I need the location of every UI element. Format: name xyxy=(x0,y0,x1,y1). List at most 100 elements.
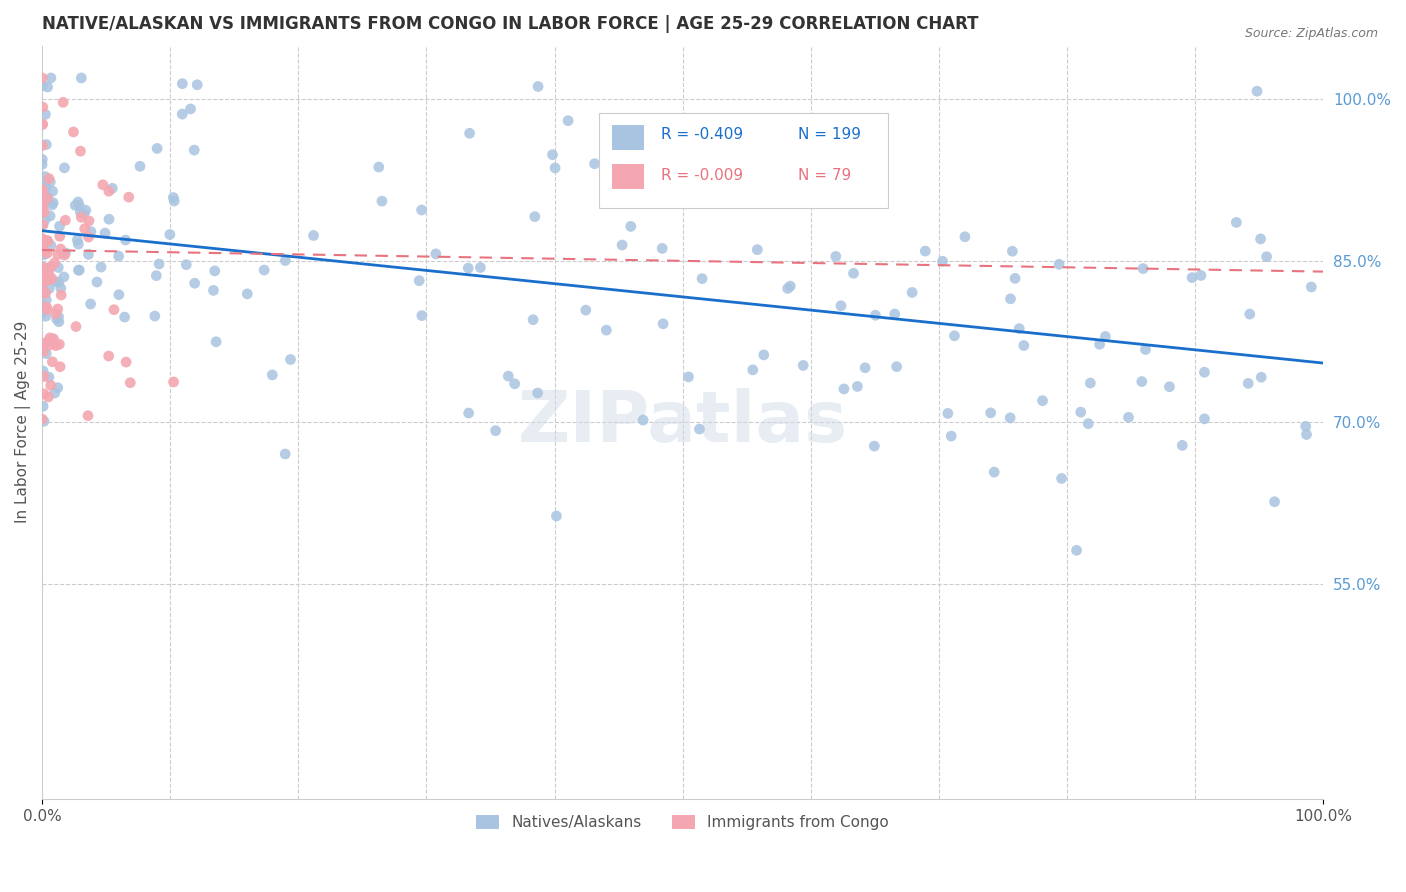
Point xyxy=(1078,376,1101,390)
Point xyxy=(80,225,103,239)
Point xyxy=(34,169,56,184)
Point xyxy=(176,258,198,272)
Point xyxy=(32,244,55,258)
Point xyxy=(302,228,325,243)
Point xyxy=(35,285,58,300)
Point xyxy=(747,243,769,257)
Point xyxy=(527,79,550,94)
Point xyxy=(31,157,53,171)
Point xyxy=(32,364,55,378)
Point xyxy=(86,275,108,289)
Text: N = 199: N = 199 xyxy=(799,127,860,142)
Point xyxy=(32,275,55,289)
Point xyxy=(983,465,1005,479)
Point xyxy=(943,328,966,343)
Point xyxy=(35,310,58,324)
Point xyxy=(98,212,121,227)
Point xyxy=(832,382,855,396)
Point xyxy=(522,312,544,326)
Point xyxy=(1189,268,1212,283)
Text: Source: ZipAtlas.com: Source: ZipAtlas.com xyxy=(1244,27,1378,40)
Point xyxy=(32,284,55,298)
Point xyxy=(1012,338,1035,352)
Point xyxy=(31,70,53,85)
Y-axis label: In Labor Force | Age 25-29: In Labor Force | Age 25-29 xyxy=(15,321,31,524)
Point xyxy=(159,227,181,242)
Point xyxy=(32,260,55,274)
Point xyxy=(62,125,84,139)
Point xyxy=(67,263,90,277)
Point xyxy=(39,260,62,274)
Point xyxy=(274,253,297,268)
Point xyxy=(48,219,70,234)
Point xyxy=(1050,471,1073,485)
Point xyxy=(162,375,184,389)
Point xyxy=(31,260,53,275)
Point xyxy=(1008,321,1031,335)
Point xyxy=(1130,375,1153,389)
Point xyxy=(35,137,58,152)
Point xyxy=(70,70,93,85)
Point xyxy=(31,234,53,248)
Point xyxy=(77,230,100,244)
Point xyxy=(35,346,58,360)
Point xyxy=(262,368,284,382)
Point xyxy=(31,412,53,426)
Point xyxy=(457,261,479,276)
Point xyxy=(42,332,65,346)
Point xyxy=(39,70,62,85)
Point xyxy=(583,157,606,171)
Point xyxy=(70,211,93,225)
Point xyxy=(503,376,526,391)
Point xyxy=(575,303,598,318)
Point xyxy=(998,410,1021,425)
Point xyxy=(65,198,87,212)
Point xyxy=(32,237,55,252)
Point xyxy=(31,306,53,320)
Point xyxy=(1066,543,1088,558)
Point xyxy=(1094,329,1116,343)
Point xyxy=(48,229,70,244)
Point xyxy=(77,214,100,228)
Point xyxy=(31,343,53,357)
Point xyxy=(146,141,169,155)
Point xyxy=(1256,250,1278,264)
Point xyxy=(31,100,53,114)
Point xyxy=(34,213,56,227)
Point xyxy=(32,218,55,232)
Point xyxy=(107,249,129,263)
Point xyxy=(31,233,53,247)
Point xyxy=(853,360,876,375)
Point xyxy=(34,176,56,190)
Point xyxy=(39,175,62,189)
Point xyxy=(37,80,59,95)
Point xyxy=(546,508,568,523)
Point xyxy=(31,185,53,199)
Point xyxy=(108,287,131,301)
Point xyxy=(941,429,963,443)
Point xyxy=(280,352,302,367)
Point xyxy=(183,277,205,291)
Point xyxy=(31,287,53,301)
Point xyxy=(32,414,55,428)
Point xyxy=(97,184,120,198)
FancyBboxPatch shape xyxy=(612,164,644,189)
Point xyxy=(1032,393,1054,408)
Point xyxy=(79,297,101,311)
Point xyxy=(776,281,799,295)
Point xyxy=(849,164,872,178)
Point xyxy=(31,205,53,219)
Point xyxy=(73,221,96,235)
Point xyxy=(1194,412,1216,426)
Point xyxy=(792,359,814,373)
Point xyxy=(120,376,142,390)
Point xyxy=(38,281,60,295)
Point xyxy=(37,233,59,247)
Point xyxy=(651,241,673,255)
Point xyxy=(41,332,63,346)
Point xyxy=(1004,271,1026,285)
Point xyxy=(67,194,90,209)
Point xyxy=(863,439,886,453)
FancyBboxPatch shape xyxy=(612,125,644,150)
Point xyxy=(35,293,58,307)
